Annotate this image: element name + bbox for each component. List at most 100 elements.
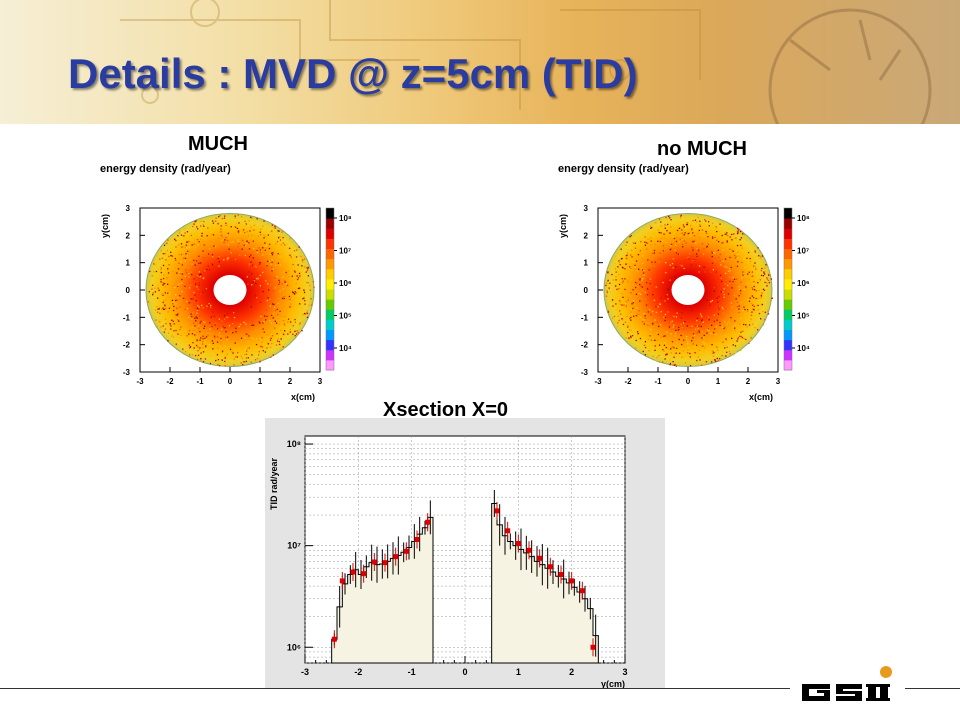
dose-speck bbox=[761, 255, 764, 257]
dose-speck bbox=[172, 336, 175, 338]
dose-speck bbox=[217, 221, 219, 223]
dose-speck bbox=[653, 299, 656, 301]
dose-speck bbox=[636, 282, 638, 285]
dose-speck bbox=[156, 286, 158, 288]
dose-speck bbox=[753, 277, 755, 279]
dose-speck bbox=[186, 353, 188, 355]
dose-speck bbox=[267, 222, 269, 225]
dose-speck bbox=[172, 301, 175, 303]
dose-speck bbox=[289, 328, 291, 331]
dose-speck bbox=[673, 233, 675, 235]
dose-speck bbox=[618, 292, 620, 294]
dose-speck bbox=[734, 254, 736, 256]
colorbar-segment bbox=[326, 228, 334, 239]
dose-speck bbox=[193, 322, 195, 324]
x-tick-label: -1 bbox=[654, 377, 662, 386]
dose-speck bbox=[638, 268, 640, 270]
dose-speck bbox=[152, 315, 155, 317]
dose-speck bbox=[681, 237, 683, 239]
dose-speck bbox=[725, 272, 727, 274]
dose-speck bbox=[304, 258, 307, 260]
dose-speck bbox=[706, 299, 709, 301]
dose-speck bbox=[158, 312, 160, 314]
dose-speck bbox=[630, 335, 632, 337]
dose-speck bbox=[740, 244, 742, 247]
dose-speck bbox=[175, 303, 177, 305]
dose-speck bbox=[203, 257, 205, 259]
dose-speck bbox=[221, 326, 224, 328]
dose-speck bbox=[230, 226, 232, 228]
dose-speck bbox=[716, 230, 718, 233]
dose-speck bbox=[248, 335, 250, 337]
dose-speck bbox=[162, 294, 164, 296]
dose-speck bbox=[618, 274, 620, 276]
dose-speck bbox=[271, 314, 273, 317]
dose-speck bbox=[725, 260, 727, 262]
dose-speck bbox=[209, 322, 211, 324]
dose-speck bbox=[649, 278, 651, 280]
dose-speck bbox=[250, 216, 252, 218]
dose-speck bbox=[621, 316, 624, 318]
dose-speck bbox=[193, 278, 195, 280]
dose-speck bbox=[666, 218, 668, 220]
dose-speck bbox=[618, 319, 620, 322]
dose-speck bbox=[301, 266, 304, 268]
dose-speck bbox=[666, 353, 668, 355]
dose-speck bbox=[706, 332, 708, 334]
dose-speck bbox=[257, 338, 259, 341]
dose-speck bbox=[758, 312, 761, 315]
dose-speck bbox=[683, 322, 685, 324]
dose-speck bbox=[167, 283, 169, 285]
dose-speck bbox=[223, 328, 225, 330]
dose-speck bbox=[205, 345, 207, 347]
dose-speck bbox=[765, 281, 767, 284]
dose-speck bbox=[260, 262, 262, 264]
dose-speck bbox=[170, 244, 172, 246]
dose-speck bbox=[295, 256, 298, 258]
dose-speck bbox=[200, 220, 202, 222]
dose-speck bbox=[180, 261, 182, 263]
dose-speck bbox=[725, 346, 727, 349]
dose-speck bbox=[728, 321, 730, 323]
dose-speck bbox=[196, 312, 198, 314]
dose-speck bbox=[182, 348, 184, 350]
dose-speck bbox=[153, 273, 155, 276]
dose-speck bbox=[671, 235, 673, 237]
dose-speck bbox=[769, 304, 771, 306]
dose-speck bbox=[627, 252, 629, 254]
dose-speck bbox=[277, 338, 279, 340]
dose-speck bbox=[682, 224, 685, 226]
dose-speck bbox=[695, 325, 697, 327]
dose-speck bbox=[278, 281, 281, 283]
dose-speck bbox=[660, 311, 662, 313]
dose-speck bbox=[758, 257, 760, 259]
dose-speck bbox=[295, 245, 297, 247]
dose-speck bbox=[186, 241, 188, 243]
dose-speck bbox=[269, 332, 271, 334]
dose-speck bbox=[240, 355, 242, 357]
dose-speck bbox=[729, 315, 731, 317]
dose-speck bbox=[701, 229, 704, 231]
colorbar-segment bbox=[784, 278, 792, 290]
dose-speck bbox=[670, 362, 672, 365]
dose-speck bbox=[715, 229, 717, 231]
dose-speck bbox=[751, 275, 753, 277]
dose-speck bbox=[680, 323, 682, 326]
dose-speck bbox=[243, 353, 245, 355]
dose-speck bbox=[671, 263, 674, 265]
dose-speck bbox=[265, 244, 268, 246]
dose-speck bbox=[284, 324, 286, 327]
dose-speck bbox=[194, 221, 196, 223]
dose-speck bbox=[605, 284, 607, 287]
dose-speck bbox=[197, 327, 199, 329]
dose-speck bbox=[227, 336, 229, 338]
dose-speck bbox=[696, 359, 698, 362]
dose-speck bbox=[702, 253, 705, 255]
dose-speck bbox=[162, 277, 165, 280]
dose-speck bbox=[711, 236, 714, 238]
y-tick-label: -3 bbox=[581, 368, 589, 377]
dose-speck bbox=[250, 254, 252, 256]
dose-speck bbox=[750, 339, 753, 341]
dose-speck bbox=[303, 312, 306, 315]
dose-speck bbox=[726, 266, 728, 268]
